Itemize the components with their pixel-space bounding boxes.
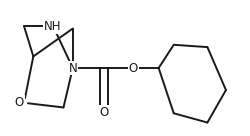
Text: O: O — [128, 61, 138, 75]
Text: O: O — [100, 106, 109, 119]
Text: N: N — [68, 61, 77, 75]
Text: NH: NH — [44, 20, 62, 33]
Text: O: O — [15, 96, 24, 109]
